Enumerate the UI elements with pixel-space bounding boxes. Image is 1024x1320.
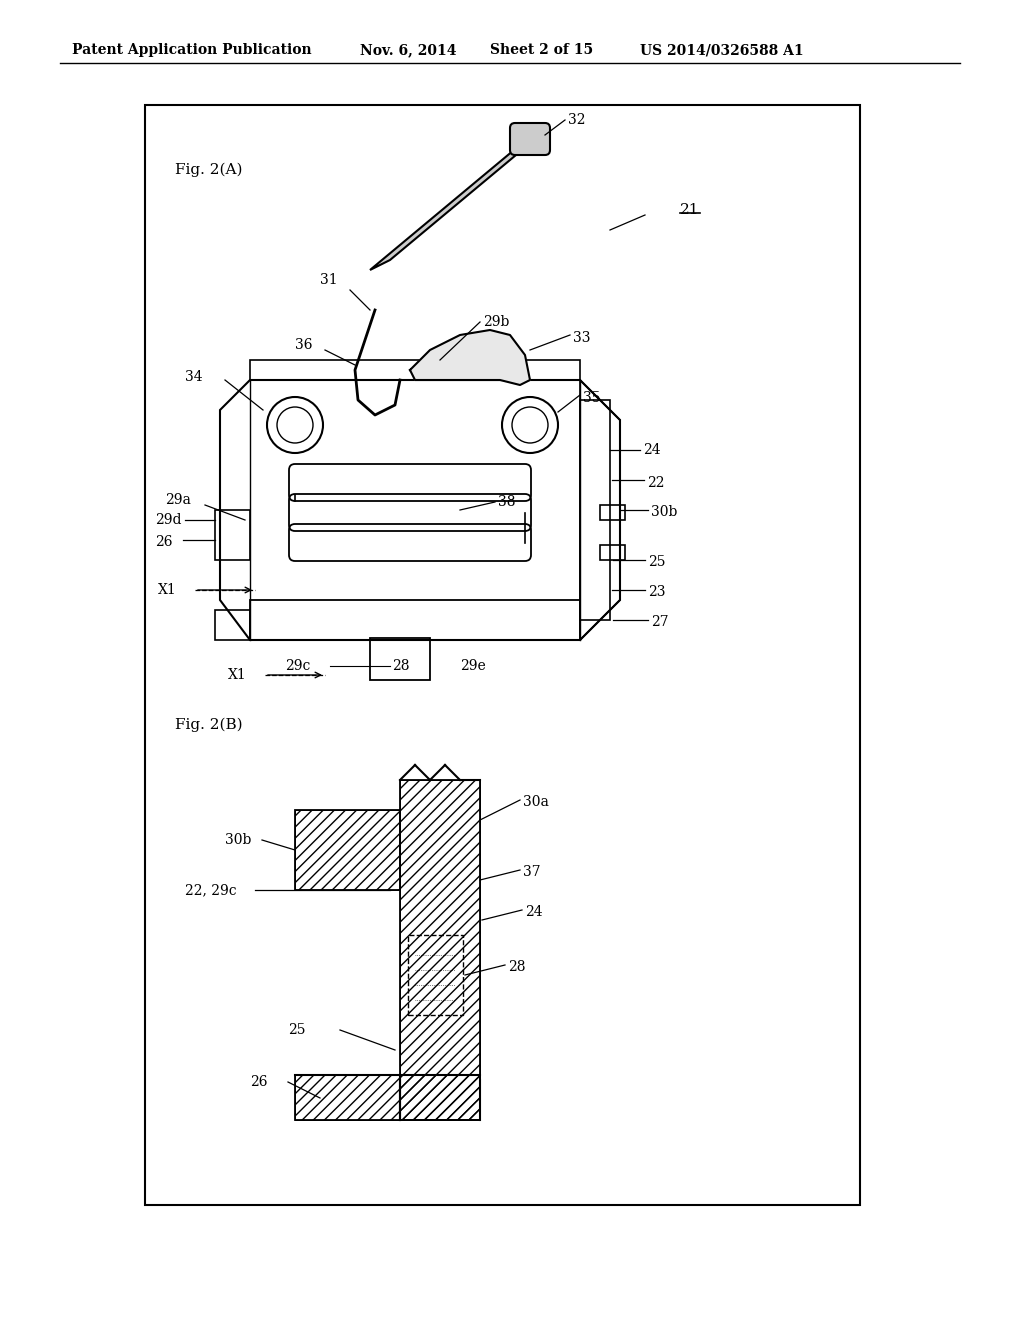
Text: 36: 36 bbox=[295, 338, 312, 352]
Text: X1: X1 bbox=[228, 668, 247, 682]
Bar bbox=[580, 400, 610, 620]
Text: X1: X1 bbox=[158, 583, 177, 597]
Bar bbox=[370, 638, 430, 680]
Text: Nov. 6, 2014: Nov. 6, 2014 bbox=[360, 44, 457, 57]
Text: 29c: 29c bbox=[285, 659, 310, 673]
Polygon shape bbox=[410, 330, 530, 385]
FancyBboxPatch shape bbox=[510, 123, 550, 154]
Bar bbox=[295, 1074, 480, 1119]
Text: Fig. 2(A): Fig. 2(A) bbox=[175, 162, 243, 177]
Text: 23: 23 bbox=[648, 585, 666, 599]
Text: US 2014/0326588 A1: US 2014/0326588 A1 bbox=[640, 44, 804, 57]
Bar bbox=[295, 810, 400, 890]
Text: 31: 31 bbox=[319, 273, 338, 286]
Text: 28: 28 bbox=[508, 960, 525, 974]
Text: Sheet 2 of 15: Sheet 2 of 15 bbox=[490, 44, 593, 57]
Text: Patent Application Publication: Patent Application Publication bbox=[72, 44, 311, 57]
Text: 38: 38 bbox=[498, 495, 515, 510]
Text: 32: 32 bbox=[568, 114, 586, 127]
Text: 30b: 30b bbox=[651, 506, 677, 519]
Bar bbox=[215, 510, 250, 560]
Text: 22, 29c: 22, 29c bbox=[185, 883, 237, 898]
Bar bbox=[408, 935, 463, 1015]
Text: Fig. 2(B): Fig. 2(B) bbox=[175, 718, 243, 733]
Text: 29a: 29a bbox=[165, 492, 190, 507]
Text: 22: 22 bbox=[647, 477, 665, 490]
Text: 28: 28 bbox=[392, 659, 410, 673]
Text: 27: 27 bbox=[651, 615, 669, 630]
Text: 34: 34 bbox=[185, 370, 203, 384]
Text: 26: 26 bbox=[250, 1074, 267, 1089]
Bar bbox=[428, 360, 453, 380]
Text: 30b: 30b bbox=[225, 833, 251, 847]
Text: 37: 37 bbox=[523, 865, 541, 879]
Text: 25: 25 bbox=[288, 1023, 305, 1038]
Text: 29e: 29e bbox=[460, 659, 485, 673]
Bar bbox=[145, 106, 860, 1205]
Text: 26: 26 bbox=[155, 535, 172, 549]
Text: 21: 21 bbox=[680, 203, 699, 216]
Text: 24: 24 bbox=[643, 444, 660, 457]
Text: 25: 25 bbox=[648, 554, 666, 569]
Bar bbox=[400, 780, 480, 1119]
Text: 35: 35 bbox=[583, 391, 600, 405]
Polygon shape bbox=[370, 135, 540, 271]
Text: 33: 33 bbox=[573, 331, 591, 345]
Bar bbox=[600, 506, 625, 520]
Text: 29d: 29d bbox=[155, 513, 181, 527]
Text: 30a: 30a bbox=[523, 795, 549, 809]
Bar bbox=[600, 545, 625, 560]
Text: 24: 24 bbox=[525, 906, 543, 919]
Bar bbox=[215, 610, 250, 640]
Bar bbox=[250, 601, 580, 640]
Text: 29b: 29b bbox=[483, 315, 509, 329]
